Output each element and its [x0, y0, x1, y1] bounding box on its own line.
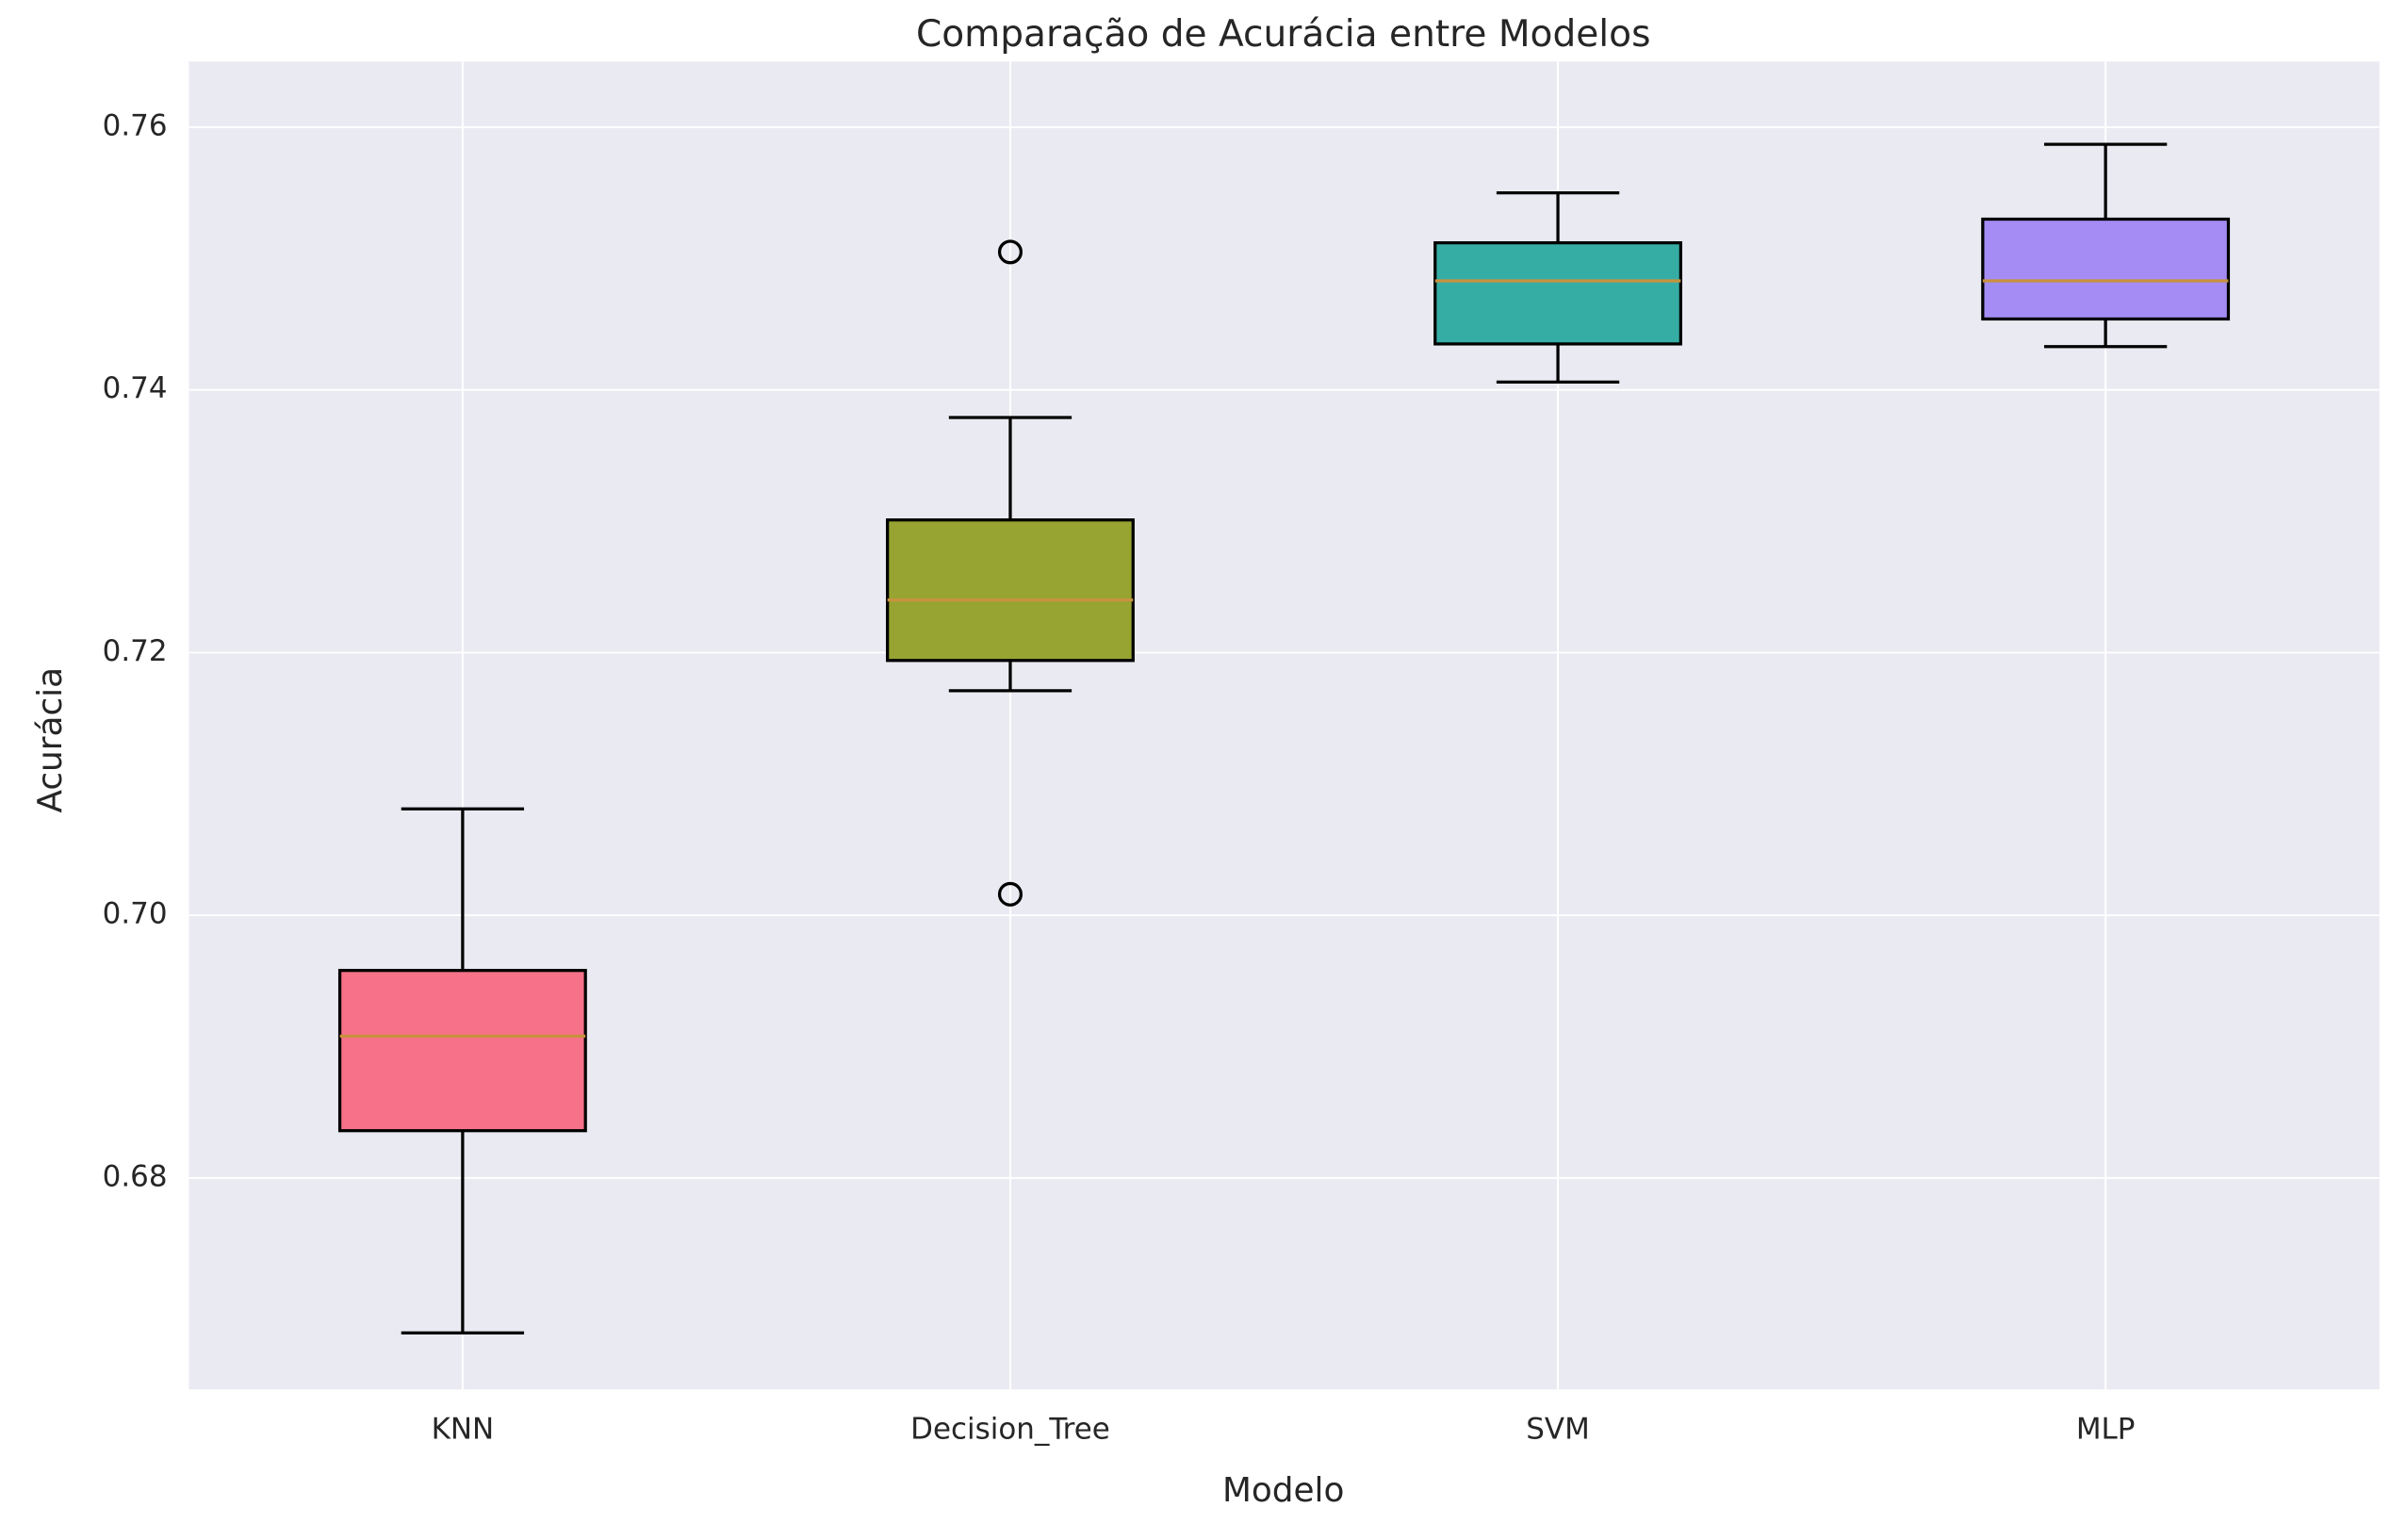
y-axis-label: Acurácia — [31, 667, 70, 813]
x-tick-label: Decision_Tree — [910, 1412, 1110, 1446]
y-tick-label: 0.70 — [103, 897, 168, 931]
y-tick-label: 0.76 — [103, 108, 168, 142]
y-tick-label: 0.72 — [103, 634, 168, 668]
outlier — [997, 239, 1023, 265]
y-tick-label: 0.68 — [103, 1159, 168, 1193]
box — [337, 969, 587, 1133]
chart-title: Comparação de Acurácia entre Modelos — [916, 13, 1650, 56]
box — [886, 518, 1135, 663]
box — [1433, 240, 1682, 346]
y-tick-label: 0.74 — [103, 371, 168, 405]
x-tick-label: MLP — [2076, 1412, 2136, 1446]
x-tick-label: SVM — [1526, 1412, 1590, 1446]
box — [1981, 217, 2231, 321]
x-tick-label: KNN — [432, 1412, 495, 1446]
x-axis-label: Modelo — [1222, 1471, 1344, 1510]
outlier — [997, 881, 1023, 907]
